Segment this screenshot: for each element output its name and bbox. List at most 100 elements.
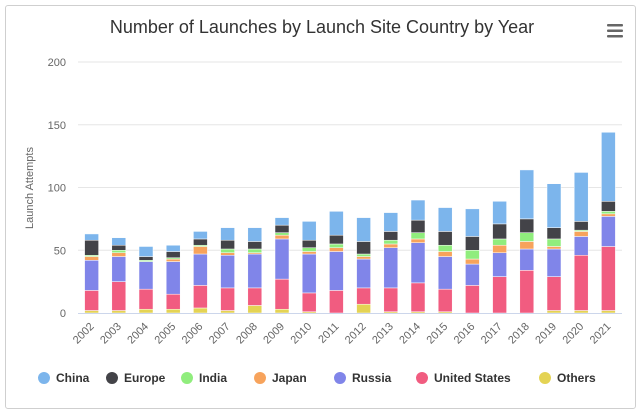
bar-segment[interactable] — [465, 263, 480, 286]
bar-segment[interactable] — [111, 244, 127, 251]
bar-segment[interactable] — [220, 310, 235, 314]
bar-segment[interactable] — [519, 169, 535, 220]
bar-segment[interactable] — [138, 256, 154, 261]
bar-segment[interactable] — [437, 288, 453, 312]
bar-segment[interactable] — [274, 217, 290, 226]
bar-segment[interactable] — [465, 208, 480, 237]
bar-segment[interactable] — [465, 285, 480, 314]
bar-segment[interactable] — [546, 227, 562, 240]
bar-segment[interactable] — [601, 213, 616, 217]
bar-segment[interactable] — [410, 242, 426, 284]
hamburger-menu-icon[interactable] — [602, 20, 628, 42]
bar-segment[interactable] — [601, 201, 616, 212]
bar-segment[interactable] — [165, 308, 181, 314]
legend-item[interactable]: Europe — [106, 371, 166, 385]
bar-segment[interactable] — [573, 236, 589, 256]
bar-segment[interactable] — [573, 310, 589, 314]
bar-segment[interactable] — [138, 288, 154, 310]
bar-segment[interactable] — [193, 238, 208, 246]
bar-segment[interactable] — [329, 290, 344, 314]
legend-item[interactable]: Others — [539, 371, 596, 385]
bar-segment[interactable] — [111, 256, 127, 282]
bar-segment[interactable] — [84, 260, 99, 291]
bar-segment[interactable] — [247, 248, 263, 254]
bar-segment[interactable] — [356, 253, 371, 257]
bar-segment[interactable] — [410, 238, 426, 243]
bar-segment[interactable] — [193, 246, 208, 255]
bar-segment[interactable] — [84, 256, 99, 261]
bar-segment[interactable] — [465, 250, 480, 260]
bar-segment[interactable] — [519, 241, 535, 250]
bar-segment[interactable] — [220, 248, 235, 254]
bar-segment[interactable] — [601, 310, 616, 314]
bar-segment[interactable] — [165, 244, 181, 252]
bar-segment[interactable] — [193, 285, 208, 309]
bar-segment[interactable] — [383, 239, 399, 245]
bar-segment[interactable] — [383, 212, 399, 232]
bar-segment[interactable] — [84, 233, 99, 241]
bar-segment[interactable] — [437, 251, 453, 257]
bar-segment[interactable] — [247, 253, 263, 289]
bar-segment[interactable] — [138, 246, 154, 257]
legend-item[interactable]: Russia — [334, 371, 392, 385]
bar-segment[interactable] — [492, 276, 507, 314]
bar-segment[interactable] — [410, 232, 426, 240]
bar-segment[interactable] — [356, 303, 371, 314]
bar-segment[interactable] — [165, 251, 181, 259]
bar-segment[interactable] — [546, 276, 562, 311]
bar-segment[interactable] — [356, 241, 371, 255]
bar-segment[interactable] — [220, 252, 235, 256]
bar-segment[interactable] — [220, 255, 235, 289]
bar-segment[interactable] — [220, 287, 235, 311]
bar-segment[interactable] — [193, 253, 208, 286]
bar-segment[interactable] — [111, 252, 127, 257]
bar-segment[interactable] — [111, 237, 127, 246]
bar-segment[interactable] — [329, 247, 344, 252]
bar-segment[interactable] — [519, 248, 535, 271]
bar-segment[interactable] — [220, 239, 235, 250]
bar-segment[interactable] — [274, 234, 290, 240]
bar-segment[interactable] — [356, 217, 371, 242]
bar-segment[interactable] — [111, 310, 127, 314]
bar-segment[interactable] — [274, 224, 290, 233]
legend-item[interactable]: India — [181, 371, 227, 385]
bar-segment[interactable] — [492, 223, 507, 240]
legend-item[interactable]: Japan — [254, 371, 307, 385]
bar-segment[interactable] — [165, 293, 181, 310]
bar-segment[interactable] — [356, 256, 371, 260]
bar-segment[interactable] — [274, 232, 290, 236]
bar-segment[interactable] — [111, 250, 127, 254]
bar-segment[interactable] — [546, 248, 562, 277]
bar-segment[interactable] — [465, 236, 480, 251]
legend-item[interactable]: China — [38, 371, 90, 385]
bar-segment[interactable] — [329, 243, 344, 248]
bar-segment[interactable] — [410, 199, 426, 221]
bar-segment[interactable] — [546, 310, 562, 314]
bar-segment[interactable] — [274, 238, 290, 280]
bar-segment[interactable] — [301, 253, 317, 294]
bar-segment[interactable] — [519, 270, 535, 314]
bar-segment[interactable] — [437, 207, 453, 232]
bar-segment[interactable] — [274, 278, 290, 310]
bar-segment[interactable] — [601, 211, 616, 215]
bar-segment[interactable] — [193, 231, 208, 240]
bar-segment[interactable] — [301, 247, 317, 252]
bar-segment[interactable] — [84, 310, 99, 314]
bar-segment[interactable] — [356, 287, 371, 305]
bar-segment[interactable] — [573, 172, 589, 222]
bar-segment[interactable] — [383, 243, 399, 248]
bar-segment[interactable] — [301, 251, 317, 255]
bar-segment[interactable] — [301, 221, 317, 241]
bar-segment[interactable] — [329, 251, 344, 291]
bar-segment[interactable] — [410, 282, 426, 313]
bar-segment[interactable] — [247, 227, 263, 242]
bar-segment[interactable] — [546, 238, 562, 247]
bar-segment[interactable] — [519, 218, 535, 233]
bar-segment[interactable] — [301, 239, 317, 248]
bar-segment[interactable] — [519, 232, 535, 242]
bar-segment[interactable] — [247, 287, 263, 306]
bar-segment[interactable] — [383, 231, 399, 241]
bar-segment[interactable] — [165, 261, 181, 295]
bar-segment[interactable] — [492, 238, 507, 246]
bar-segment[interactable] — [138, 308, 154, 314]
